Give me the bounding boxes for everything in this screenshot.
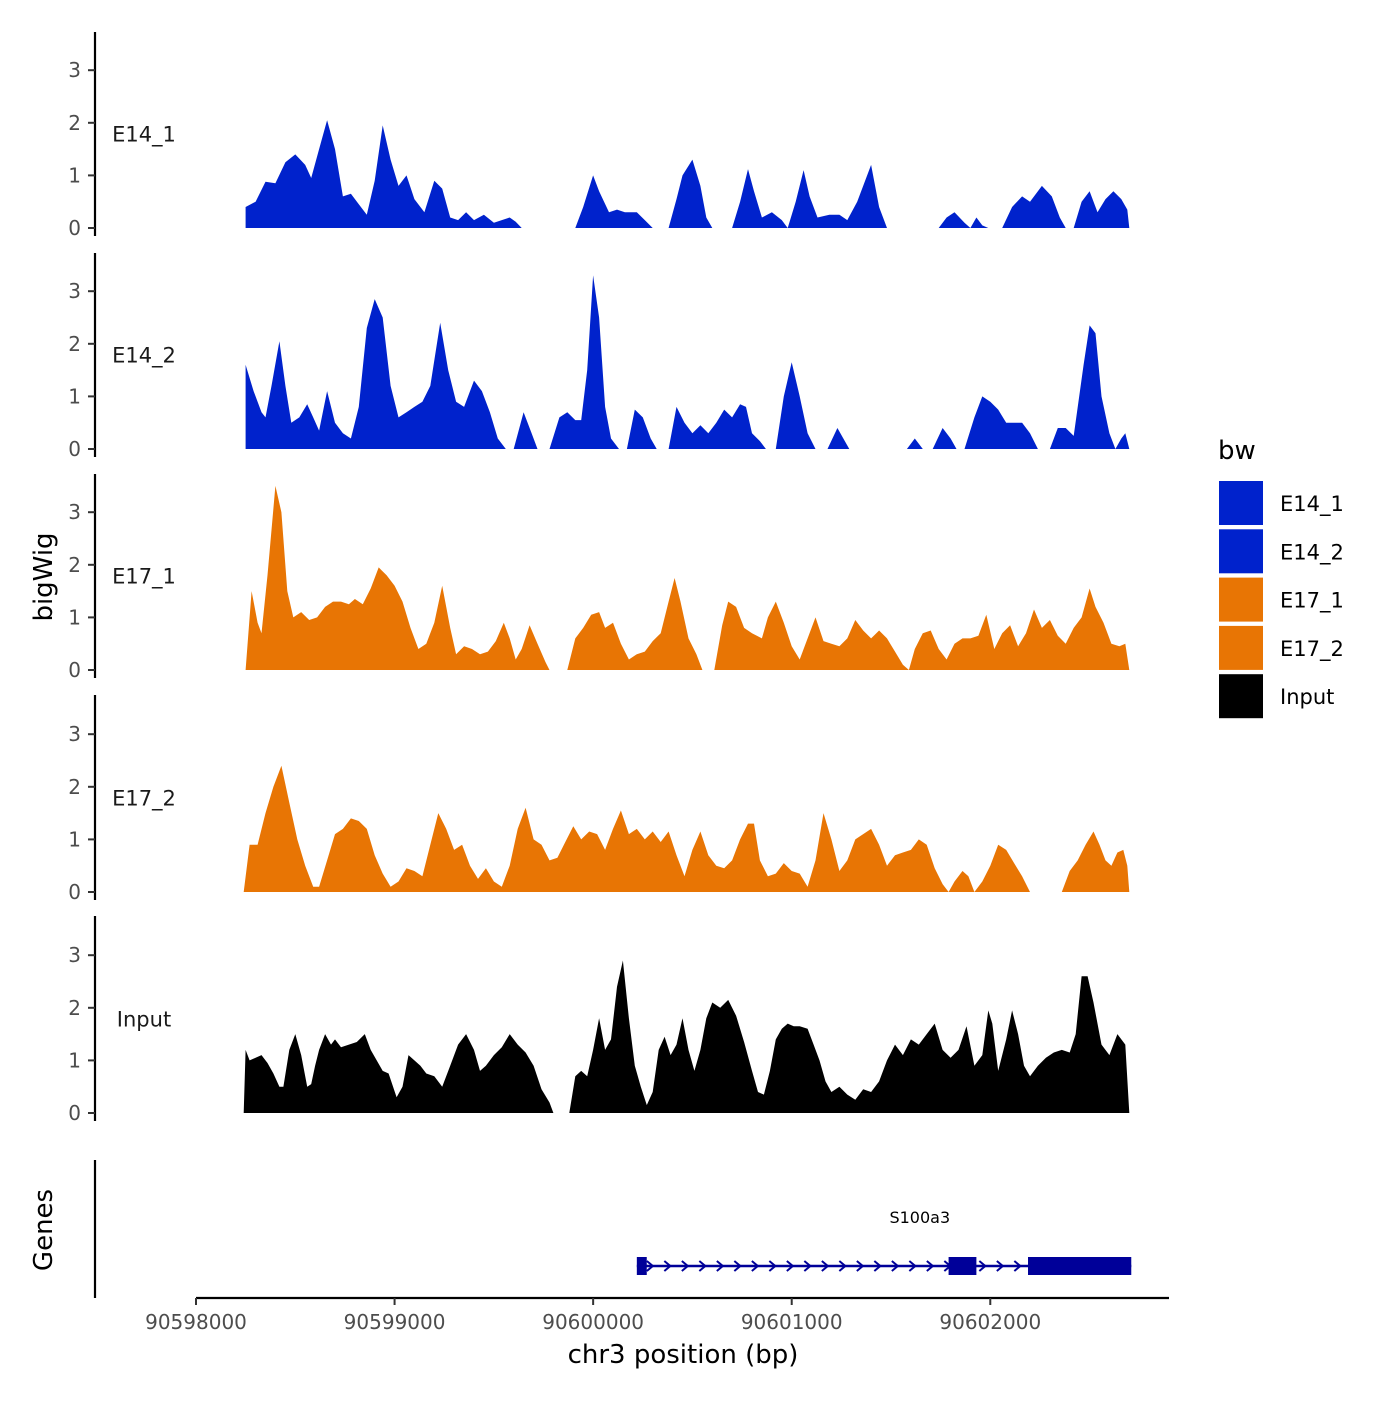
legend-label-e14-1: E14_1	[1280, 492, 1344, 517]
exon-2	[948, 1257, 977, 1275]
y-tick-label-e14-1-2: 2	[68, 111, 81, 135]
y-tick-label-e17-2-3: 3	[68, 722, 81, 746]
strand-arrow	[891, 1260, 900, 1272]
track-label-e17-1: E17_1	[112, 564, 176, 589]
strand-arrow	[663, 1260, 672, 1272]
strand-arrow	[751, 1260, 760, 1272]
y-tick-label-e14-1-3: 3	[68, 58, 81, 82]
legend-entry-e14-1: E14_1	[1219, 481, 1344, 525]
y-tick-label-input-3: 3	[68, 943, 81, 967]
y-tick-label-e14-2-0: 0	[68, 437, 81, 461]
legend-label-e14-2: E14_2	[1280, 540, 1344, 565]
legend-swatch-e17-2	[1219, 625, 1263, 670]
y-axis-title: bigWig	[29, 532, 59, 621]
x-tick-label-90598000: 90598000	[145, 1310, 247, 1334]
strand-arrow	[733, 1260, 742, 1272]
track-e17-1: 0 1 2 3 E17_1	[68, 474, 1130, 682]
legend-title: bw	[1218, 436, 1256, 466]
strand-arrow	[716, 1260, 725, 1272]
legend-entry-e14-2: E14_2	[1219, 529, 1344, 574]
track-e17-2: 0 1 2 3 E17_2	[68, 695, 1130, 904]
track-label-e14-1: E14_1	[112, 122, 176, 147]
y-tick-label-e14-2-3: 3	[68, 279, 81, 303]
legend-label-e17-1: E17_1	[1280, 589, 1344, 614]
legend-swatch-e17-1	[1219, 577, 1263, 622]
x-axis-title: chr3 position (bp)	[568, 1340, 799, 1370]
y-tick-label-input-0: 0	[68, 1101, 81, 1125]
y-tick-label-e14-2-2: 2	[68, 332, 81, 356]
legend-entry-e17-2: E17_2	[1219, 625, 1344, 670]
track-e14-1: 0 1 2 3 E14_1	[68, 32, 1130, 240]
area-e17-1	[245, 485, 1130, 670]
strand-arrow	[908, 1260, 917, 1272]
strand-arrow	[838, 1260, 847, 1272]
y-tick-label-e17-2-2: 2	[68, 775, 81, 799]
gene-label-s100a3: S100a3	[889, 1208, 950, 1227]
track-label-input: Input	[117, 1007, 171, 1031]
y-tick-label-e17-1-1: 1	[68, 605, 81, 629]
y-tick-label-e17-2-1: 1	[68, 827, 81, 851]
strand-arrow	[646, 1260, 655, 1272]
strand-arrow	[996, 1260, 1005, 1272]
track-label-e17-2: E17_2	[112, 786, 176, 811]
legend-label-e17-2: E17_2	[1280, 637, 1344, 662]
strand-arrow	[698, 1260, 707, 1272]
y-tick-label-e14-1-0: 0	[68, 216, 81, 240]
strand-arrow	[768, 1260, 777, 1272]
y-tick-label-input-2: 2	[68, 996, 81, 1020]
y-tick-label-e14-2-1: 1	[68, 384, 81, 408]
x-tick-label-90602000: 90602000	[939, 1310, 1041, 1334]
exon-1	[636, 1257, 647, 1275]
gene-s100a3: S100a3	[636, 1208, 1132, 1275]
area-e14-2	[245, 275, 1130, 449]
strand-arrow	[821, 1260, 830, 1272]
strand-arrow	[873, 1260, 882, 1272]
x-tick-label-90601000: 90601000	[741, 1310, 843, 1334]
y-tick-label-e17-1-3: 3	[68, 500, 81, 524]
legend: bw E14_1 E14_2 E17_1 E17_2 Input	[1218, 436, 1344, 719]
genes-axis-title: Genes	[29, 1189, 59, 1271]
exon-3	[1028, 1257, 1132, 1275]
legend-swatch-e14-1	[1219, 481, 1263, 525]
legend-swatch-input	[1219, 674, 1263, 719]
signal-tracks: 0 1 2 3 E14_1 0 1 2 3 E14_2 0 1 2 3 E17_1 0 1 2 3 E17_2 0 1 2 3…	[68, 32, 1130, 1125]
track-input: 0 1 2 3 Input	[68, 916, 1130, 1125]
y-tick-label-e14-1-1: 1	[68, 163, 81, 187]
strand-arrow	[926, 1260, 935, 1272]
legend-label-input: Input	[1280, 685, 1334, 709]
area-e14-1	[245, 120, 1130, 228]
strand-arrow	[1013, 1260, 1022, 1272]
x-axis: 90598000 90599000 90600000 90601000 90602000	[145, 1296, 1169, 1334]
legend-swatch-e14-2	[1219, 529, 1263, 574]
genes-panel: S100a3	[93, 1160, 1132, 1298]
strand-arrow	[803, 1260, 812, 1272]
track-e14-2: 0 1 2 3 E14_2	[68, 253, 1130, 461]
y-tick-label-input-1: 1	[68, 1048, 81, 1072]
strand-arrow	[856, 1260, 865, 1272]
area-input	[243, 960, 1130, 1113]
strand-arrow	[786, 1260, 795, 1272]
strand-arrow	[978, 1260, 987, 1272]
y-tick-label-e17-1-2: 2	[68, 553, 81, 577]
legend-entry-input: Input	[1219, 674, 1334, 719]
x-tick-label-90599000: 90599000	[344, 1310, 446, 1334]
y-tick-label-e17-2-0: 0	[68, 880, 81, 904]
legend-entry-e17-1: E17_1	[1219, 577, 1344, 622]
strand-arrow	[681, 1260, 690, 1272]
y-tick-label-e17-1-0: 0	[68, 658, 81, 682]
track-label-e14-2: E14_2	[112, 343, 176, 368]
area-e17-2	[243, 765, 1130, 892]
x-tick-label-90600000: 90600000	[542, 1310, 644, 1334]
